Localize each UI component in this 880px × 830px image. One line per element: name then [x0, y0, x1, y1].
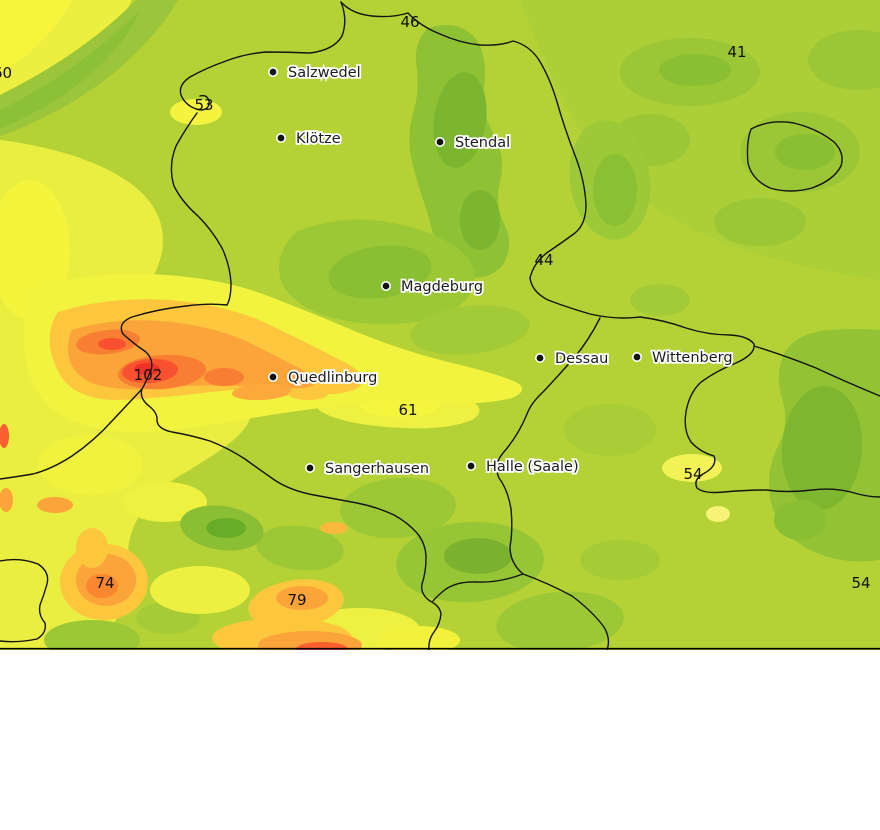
city-marker — [631, 351, 642, 362]
city-label: Magdeburg — [401, 279, 483, 295]
value-labels: 46 41 53 60 44 102 61 54 74 79 54 — [0, 13, 871, 609]
map-green-patch — [808, 30, 880, 90]
value-label: 53 — [194, 96, 213, 114]
map-green-patch — [460, 190, 500, 250]
map-green-patch — [781, 386, 863, 510]
city-marker — [534, 352, 545, 363]
value-label: 60 — [0, 64, 12, 82]
map-green-patch — [564, 404, 656, 456]
city-label: Wittenberg — [652, 350, 733, 366]
city-label: Halle (Saale) — [486, 459, 579, 475]
city-marker — [434, 137, 445, 148]
city-labels: Salzwedel Klötze Stendal Magdeburg Quedl… — [267, 63, 734, 479]
city-label: Sangerhausen — [325, 461, 429, 477]
state-borders — [0, 1, 880, 650]
map-green-patch — [328, 245, 432, 299]
map-yellow-patch — [706, 506, 730, 522]
map-harz-red-core — [134, 363, 160, 375]
map-orange-patch — [320, 522, 348, 534]
map-green-patch — [659, 54, 731, 86]
map-green-patch — [44, 620, 140, 650]
city-label: Salzwedel — [288, 65, 361, 81]
map-green-patch — [256, 525, 344, 571]
value-label: 44 — [534, 251, 553, 269]
city-marker — [275, 133, 286, 144]
value-label: 41 — [727, 43, 746, 61]
city-marker — [267, 371, 278, 382]
footer: Windböen (in km/h) Modell: ICON-D2 03z, … — [0, 650, 880, 830]
border-southwest — [0, 388, 143, 480]
map-green-patch — [340, 477, 456, 539]
map-green-patch — [774, 500, 826, 540]
map-harz-red — [98, 338, 126, 350]
map-green-patch — [714, 198, 806, 246]
map-green-patch — [496, 591, 624, 650]
value-label: 102 — [134, 366, 163, 384]
map-yellow-spot-54 — [662, 454, 722, 482]
map-yellow-patch — [380, 626, 460, 650]
map-green-patch — [433, 72, 487, 168]
city-marker — [380, 280, 391, 291]
map-green-patch — [593, 154, 637, 226]
map-green-patch — [580, 540, 660, 580]
border-west-lower — [120, 112, 442, 650]
value-label: 54 — [683, 465, 702, 483]
wind-gust-map: 46 41 53 60 44 102 61 54 74 79 54 Salzwe… — [0, 0, 880, 650]
city-label: Klötze — [296, 131, 341, 147]
map-orange-patch — [76, 528, 108, 568]
border-north-east — [340, 1, 880, 498]
map-orange-patch — [0, 424, 9, 448]
map-green-band-nw-core — [0, 10, 140, 128]
map-green-patch — [444, 538, 512, 574]
border-east-offshoot — [753, 345, 880, 397]
border-west-upper — [179, 1, 346, 111]
value-label: 74 — [95, 574, 114, 592]
city-marker — [267, 67, 278, 78]
border-south-junction — [432, 573, 524, 602]
map-orange-streak — [232, 383, 292, 401]
city-label: Quedlinburg — [288, 370, 377, 386]
map-orange-patch — [0, 488, 13, 512]
map-corner-yellow-bright — [0, 0, 72, 72]
map-orange-patch — [37, 497, 73, 513]
city-marker — [304, 462, 315, 473]
border-southeast — [496, 317, 610, 650]
map-green-patch — [206, 518, 246, 538]
value-label: 79 — [287, 591, 306, 609]
city-marker — [465, 460, 476, 471]
border-southwest-corner — [0, 558, 49, 643]
map-yellow-patch — [38, 435, 142, 495]
map-green-patch — [630, 284, 690, 316]
map-orange-spot-79 — [276, 586, 328, 610]
value-label: 61 — [398, 401, 417, 419]
value-label: 54 — [851, 574, 870, 592]
map-orange-streak — [288, 388, 328, 400]
border-ne-loop — [746, 121, 843, 192]
map-orange-spot-74 — [86, 574, 118, 598]
map-yellow-patch — [123, 482, 207, 522]
map-green-patch — [775, 134, 835, 170]
city-label: Dessau — [555, 351, 608, 367]
value-label: 46 — [400, 13, 419, 31]
city-label: Stendal — [455, 135, 510, 151]
map-green-patch — [410, 305, 530, 355]
map-harz-deep-orange — [204, 368, 244, 386]
map-yellow-patch — [150, 566, 250, 614]
